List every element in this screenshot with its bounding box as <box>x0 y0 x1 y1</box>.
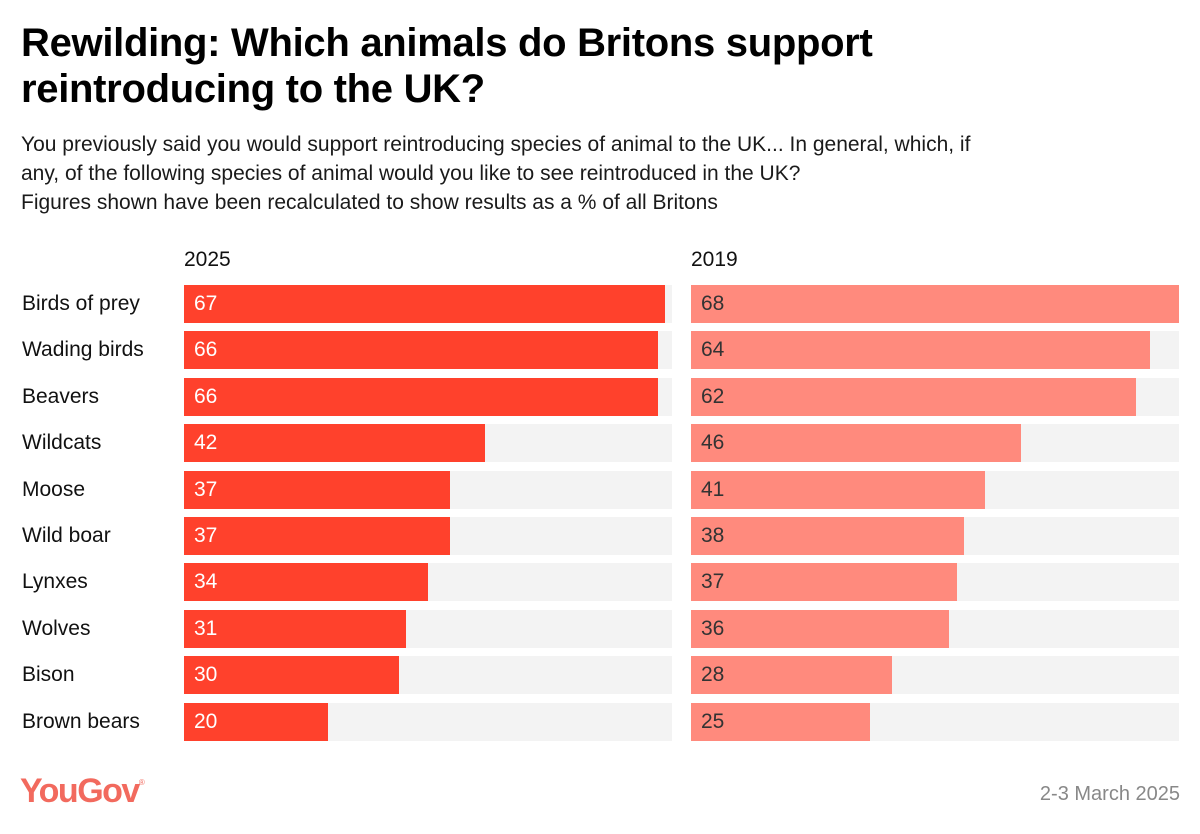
data-label: 62 <box>701 385 725 408</box>
bar-track: 62 <box>691 378 1179 416</box>
bar-2019-wild-boar: 38 <box>691 517 964 555</box>
bar-track: 66 <box>184 331 672 369</box>
bar-track: 30 <box>184 656 672 694</box>
bar-2025-moose: 37 <box>184 471 450 509</box>
subtitle-line-3: Figures shown have been recalculated to … <box>21 191 718 214</box>
bar-track: 41 <box>691 471 1179 509</box>
bar-track: 20 <box>184 703 672 741</box>
panel-header-2019: 2019 <box>691 248 738 271</box>
bar-2025-beavers: 66 <box>184 378 658 416</box>
subtitle-line-1: You previously said you would support re… <box>21 133 971 156</box>
bar-2019-wading-birds: 64 <box>691 331 1150 369</box>
survey-date: 2-3 March 2025 <box>1039 783 1180 805</box>
bar-2019-wolves: 36 <box>691 610 949 648</box>
bar-2019-wildcats: 46 <box>691 424 1021 462</box>
data-label: 30 <box>194 663 218 686</box>
bar-2019-brown-bears: 25 <box>691 703 870 741</box>
category-label: Wolves <box>22 617 91 640</box>
bar-track: 46 <box>691 424 1179 462</box>
category-label: Moose <box>22 478 86 501</box>
category-label: Wildcats <box>22 431 102 454</box>
category-label: Brown bears <box>22 710 140 733</box>
bar-track: 38 <box>691 517 1179 555</box>
data-label: 25 <box>701 710 725 733</box>
bar-track: 67 <box>184 285 672 323</box>
bar-2019-lynxes: 37 <box>691 563 957 601</box>
data-label: 66 <box>194 385 218 408</box>
data-label: 37 <box>194 478 218 501</box>
bar-track: 42 <box>184 424 672 462</box>
data-label: 20 <box>194 710 218 733</box>
data-label: 42 <box>194 431 218 454</box>
title-line-1: Rewilding: Which animals do Britons supp… <box>21 21 873 65</box>
data-label: 31 <box>194 617 218 640</box>
logo-text: YouGov <box>20 772 140 810</box>
data-label: 28 <box>701 663 725 686</box>
yougov-logo: YouGov® <box>20 772 145 811</box>
bar-2025-lynxes: 34 <box>184 563 428 601</box>
category-label: Wild boar <box>22 524 111 547</box>
panel-header-2025: 2025 <box>184 248 231 271</box>
bar-2025-wading-birds: 66 <box>184 331 658 369</box>
data-label: 67 <box>194 292 218 315</box>
bar-track: 31 <box>184 610 672 648</box>
data-label: 34 <box>194 570 218 593</box>
bar-2025-wolves: 31 <box>184 610 406 648</box>
bar-2025-wildcats: 42 <box>184 424 485 462</box>
category-label: Beavers <box>22 385 100 408</box>
data-label: 37 <box>194 524 218 547</box>
data-label: 66 <box>194 338 218 361</box>
bar-track: 36 <box>691 610 1179 648</box>
bar-track: 64 <box>691 331 1179 369</box>
data-label: 36 <box>701 617 725 640</box>
bar-2019-bison: 28 <box>691 656 892 694</box>
chart-subtitle: You previously said you would support re… <box>21 130 1181 217</box>
bar-track: 66 <box>184 378 672 416</box>
category-label: Lynxes <box>22 570 88 593</box>
bar-2019-moose: 41 <box>691 471 985 509</box>
bar-2019-birds-of-prey: 68 <box>691 285 1179 323</box>
bar-track: 68 <box>691 285 1179 323</box>
bar-track: 37 <box>184 471 672 509</box>
data-label: 46 <box>701 431 725 454</box>
data-label: 68 <box>701 292 725 315</box>
data-label: 38 <box>701 524 725 547</box>
bar-track: 25 <box>691 703 1179 741</box>
chart-title: Rewilding: Which animals do Britons supp… <box>21 20 1181 112</box>
bar-2025-wild-boar: 37 <box>184 517 450 555</box>
bar-track: 34 <box>184 563 672 601</box>
bar-track: 28 <box>691 656 1179 694</box>
category-label: Wading birds <box>22 338 144 361</box>
bar-2025-brown-bears: 20 <box>184 703 328 741</box>
registered-mark: ® <box>138 778 145 787</box>
category-label: Birds of prey <box>22 292 140 315</box>
data-label: 41 <box>701 478 725 501</box>
subtitle-line-2: any, of the following species of animal … <box>21 162 801 185</box>
bar-track: 37 <box>184 517 672 555</box>
bar-2025-birds-of-prey: 67 <box>184 285 665 323</box>
title-line-2: reintroducing to the UK? <box>21 67 485 111</box>
category-label: Bison <box>22 663 75 686</box>
data-label: 37 <box>701 570 725 593</box>
bar-2025-bison: 30 <box>184 656 399 694</box>
bar-2019-beavers: 62 <box>691 378 1136 416</box>
data-label: 64 <box>701 338 725 361</box>
bar-track: 37 <box>691 563 1179 601</box>
